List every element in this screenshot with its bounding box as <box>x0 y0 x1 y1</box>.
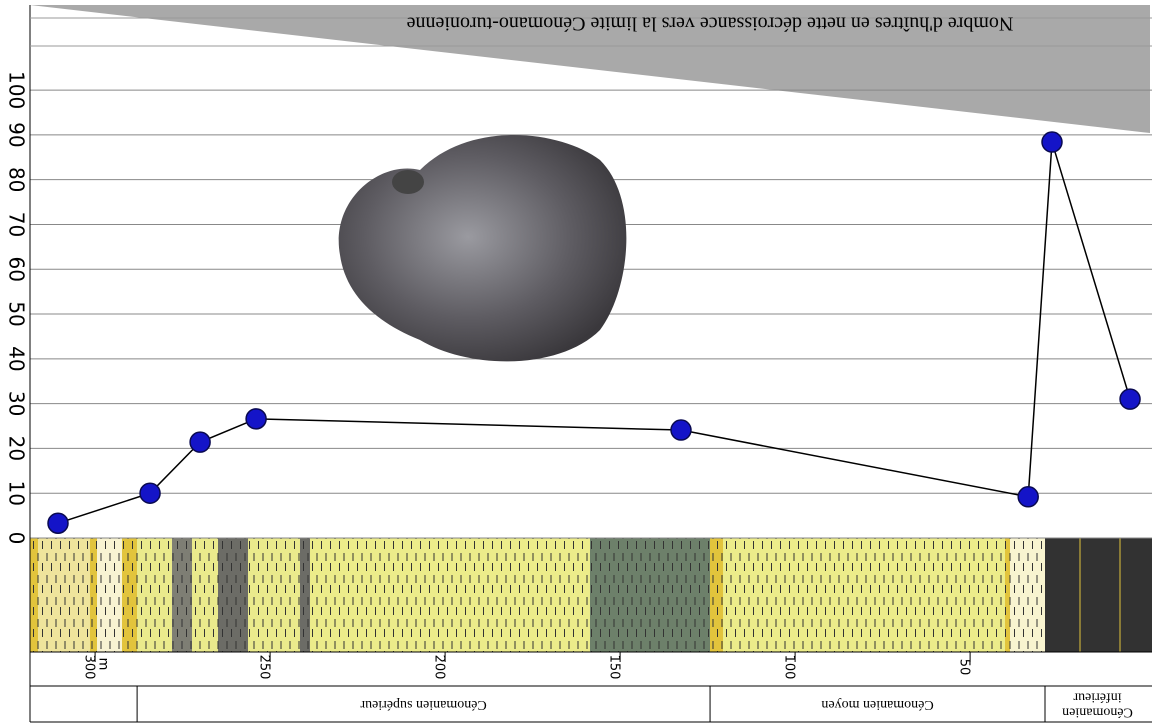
x-tick-label: 100 <box>782 655 797 680</box>
x-tick-label: 300 <box>82 655 97 680</box>
y-tick-label: 80 <box>5 167 29 192</box>
bed-texture <box>30 538 1045 652</box>
data-point <box>190 432 210 452</box>
stage-label: Cénomanien moyen <box>821 697 933 712</box>
page: {"chart_data": {"type": "line", "annotat… <box>0 0 1152 727</box>
x-tick-label: 200 <box>432 655 447 680</box>
data-point <box>671 420 691 440</box>
x-unit: m <box>96 658 111 671</box>
y-tick-label: 90 <box>5 122 29 147</box>
stage-label: Cénomanieninférieur <box>1062 689 1133 719</box>
data-point <box>1018 487 1038 507</box>
y-tick-label: 70 <box>5 212 29 237</box>
chart: Nombre d'huîtres en nette décroissance v… <box>0 0 1152 727</box>
stage-label: Cénomanien supérieur <box>360 697 487 712</box>
lithology-column <box>30 538 1152 652</box>
data-point <box>1120 389 1140 409</box>
x-tick-label: 50 <box>957 659 972 676</box>
data-point <box>140 483 160 503</box>
bed <box>1045 538 1152 652</box>
y-tick-label: 60 <box>5 257 29 282</box>
x-tick-label: 150 <box>607 655 622 680</box>
y-tick-label: 20 <box>5 436 29 461</box>
y-tick-label: 40 <box>5 346 29 371</box>
y-tick-label: 10 <box>5 480 29 505</box>
oyster-photo <box>339 135 627 361</box>
x-tick-label: 250 <box>257 655 272 680</box>
data-point <box>1042 132 1062 152</box>
y-tick-label: 0 <box>5 532 29 545</box>
y-tick-label: 30 <box>5 391 29 416</box>
data-point <box>48 513 68 533</box>
annotation: Nombre d'huîtres en nette décroissance v… <box>407 12 1014 34</box>
y-tick-label: 100 <box>5 71 29 109</box>
y-tick-label: 50 <box>5 301 29 326</box>
data-point <box>246 409 266 429</box>
